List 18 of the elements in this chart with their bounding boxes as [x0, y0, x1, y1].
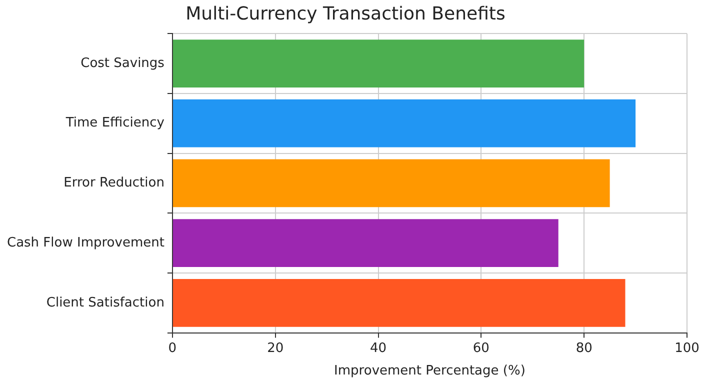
x-axis-title: Improvement Percentage (%) — [334, 364, 526, 379]
y-tick-label: Error Reduction — [64, 176, 164, 191]
x-tick-label: 60 — [472, 340, 490, 356]
chart-title: Multi-Currency Transaction Benefits — [186, 3, 506, 24]
x-tick-label: 80 — [576, 340, 592, 356]
bar — [172, 40, 584, 88]
y-tick-label: Cost Savings — [80, 56, 165, 71]
x-tick-label: 0 — [168, 340, 177, 356]
y-tick-label: Cash Flow Improvement — [6, 235, 164, 250]
x-tick-label: 40 — [370, 340, 387, 356]
x-tick-label: 100 — [674, 340, 700, 356]
y-tick-label: Client Satisfaction — [46, 295, 164, 310]
bar — [172, 278, 626, 327]
bar — [172, 99, 636, 148]
bar — [172, 219, 558, 267]
x-tick-label: 20 — [267, 340, 284, 356]
bar — [172, 159, 610, 208]
y-tick-label: Time Efficiency — [64, 116, 165, 131]
